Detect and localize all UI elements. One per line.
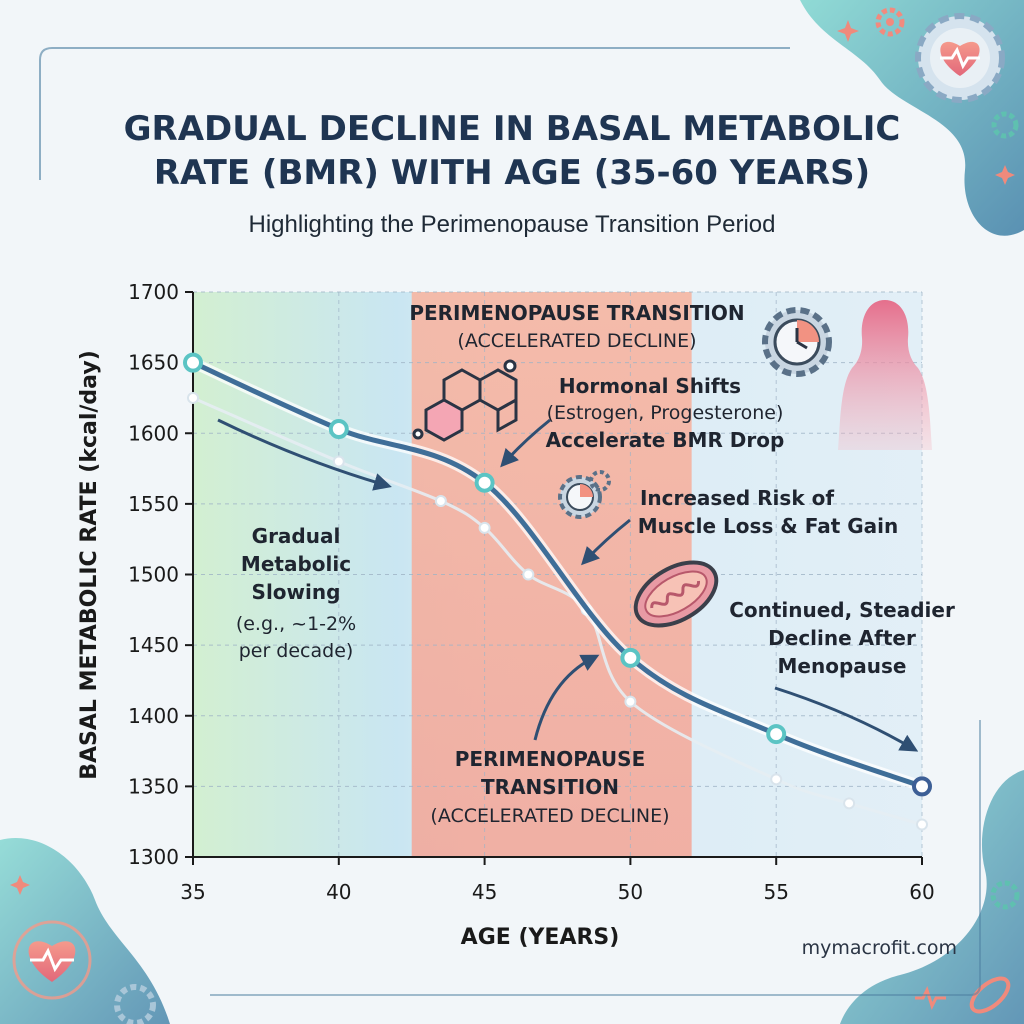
heart-icon	[12, 920, 92, 1000]
x-tick-label: 40	[326, 880, 351, 904]
secondary-series-point	[770, 773, 783, 786]
subtitle: Highlighting the Perimenopause Transitio…	[249, 211, 776, 238]
title-line-1: GRADUAL DECLINE IN BASAL METABOLIC	[124, 109, 901, 149]
secondary-series-line	[192, 396, 923, 826]
hormone-molecule-icon	[412, 359, 518, 442]
y-tick-labels: 1300 1350 1400 1450 1500 1550 1600 1650 1700	[128, 280, 193, 869]
x-tick-label: 50	[618, 880, 643, 904]
gear-icon	[990, 880, 1020, 910]
decor-bottom-right	[840, 770, 1024, 1024]
secondary-series-point	[624, 695, 637, 708]
main-series-point	[912, 776, 932, 797]
band-top-label-2: (ACCELERATED DECLINE)	[457, 330, 696, 352]
y-tick-label: 1400	[128, 704, 179, 728]
band-top-label-1: PERIMENOPAUSE TRANSITION	[409, 301, 744, 325]
y-tick-label: 1650	[128, 351, 179, 375]
y-tick-label: 1350	[128, 774, 179, 798]
main-series-point	[620, 647, 641, 668]
title-line-2: RATE (BMR) WITH AGE (35-60 YEARS)	[154, 153, 870, 193]
main-series-point	[474, 472, 495, 493]
secondary-series-point	[434, 495, 447, 508]
x-tick-labels: 35 40 45 50 55 60	[180, 857, 935, 904]
decor-top-right	[800, 0, 1024, 236]
mitochondria-icon	[633, 560, 719, 628]
x-tick-label: 60	[909, 880, 934, 904]
hormonal-label-2: (Estrogen, Progesterone)	[547, 402, 784, 424]
x-tick-label: 45	[472, 880, 497, 904]
x-tick-label: 55	[763, 880, 788, 904]
gradual-label-1: Gradual	[252, 524, 341, 548]
mitochondria-icon	[969, 976, 1011, 1014]
gear-icon	[991, 111, 1019, 139]
main-series-line	[191, 360, 923, 789]
x-axis-label: AGE (YEARS)	[461, 925, 620, 950]
muscle-label-2: Muscle Loss & Fat Gain	[638, 514, 898, 538]
gear-icon	[114, 984, 156, 1024]
x-tick-label: 35	[180, 880, 205, 904]
band-bottom-label-1: PERIMENOPAUSE	[455, 747, 645, 771]
muscle-label-1: Increased Risk of	[640, 486, 834, 510]
secondary-series-point	[843, 797, 856, 810]
decor-bottom-left	[0, 838, 170, 1024]
y-tick-label: 1600	[128, 421, 179, 445]
frame-line-bottom	[210, 720, 981, 996]
y-tick-label: 1700	[128, 280, 179, 304]
band-bottom-label-2: TRANSITION	[481, 775, 619, 799]
y-axis-label: BASAL METABOLIC RATE (kcal/day)	[77, 350, 102, 779]
main-series-point	[766, 724, 787, 745]
y-tick-label: 1450	[128, 633, 179, 657]
sparkle-icon	[10, 875, 30, 895]
clock-gear-icon	[762, 307, 832, 377]
gradual-label-2: Metabolic	[241, 552, 351, 576]
band-bottom-label-3: (ACCELERATED DECLINE)	[430, 805, 669, 827]
gradual-label-3: Slowing	[252, 580, 341, 604]
series-layer	[183, 352, 932, 831]
secondary-series-point	[332, 455, 345, 468]
plot-area: 1300 1350 1400 1450 1500 1550 1600 1650 1700 35 4…	[128, 280, 935, 904]
grid	[193, 291, 923, 857]
hormonal-label-3: Accelerate BMR Drop	[546, 428, 785, 452]
woman-silhouette-icon	[838, 300, 932, 450]
y-tick-label: 1500	[128, 563, 179, 587]
gradual-label-5: per decade)	[239, 640, 354, 662]
continued-label-3: Menopause	[778, 654, 907, 678]
main-series-point	[328, 419, 349, 440]
hormonal-label-1: Hormonal Shifts	[559, 374, 741, 398]
gradual-label-4: (e.g., ~1-2%	[236, 613, 356, 635]
sparkle-icon	[837, 20, 1015, 185]
y-tick-label: 1550	[128, 492, 179, 516]
continued-label-2: Decline After	[768, 626, 916, 650]
secondary-series-point	[916, 818, 928, 831]
y-tick-label: 1300	[128, 845, 179, 869]
gear-icon	[875, 7, 905, 37]
main-series-point	[183, 352, 203, 373]
secondary-series-point	[478, 521, 491, 534]
frame-line-top	[39, 47, 790, 180]
clock-gear-icon	[558, 470, 611, 519]
heart-gear-icon	[915, 13, 1005, 103]
annotation-arrows	[217, 418, 919, 752]
continued-label-1: Continued, Steadier	[729, 598, 955, 622]
website-url: mymacrofit.com	[802, 937, 957, 959]
secondary-series-point	[522, 568, 535, 581]
secondary-series-point	[187, 391, 199, 404]
